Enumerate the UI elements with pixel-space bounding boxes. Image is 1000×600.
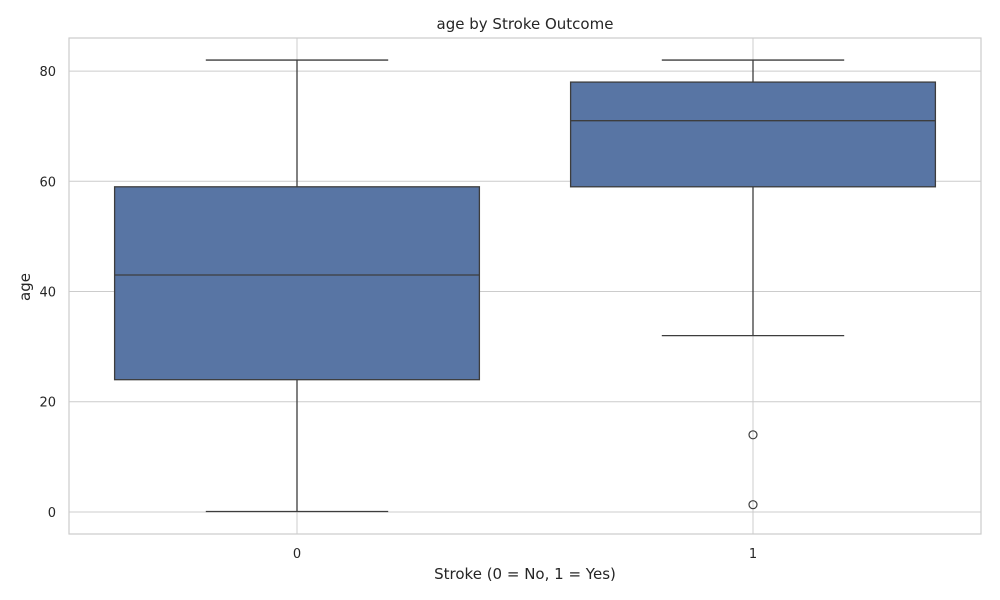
y-tick-label: 0 <box>48 506 56 521</box>
iqr-box <box>569 81 937 188</box>
y-tick-label: 80 <box>39 65 56 80</box>
plot-frame <box>68 37 982 535</box>
y-axis-label: age <box>16 273 34 301</box>
plot-area: 0 20 40 60 80 0 1 <box>39 37 982 562</box>
y-tick-label: 60 <box>39 175 56 190</box>
box-group-0 <box>113 59 481 513</box>
y-tick-label: 20 <box>39 396 56 411</box>
outlier-point <box>748 430 758 440</box>
chart-title: age by Stroke Outcome <box>437 15 614 33</box>
x-axis-label: Stroke (0 = No, 1 = Yes) <box>434 565 616 583</box>
iqr-box <box>113 186 481 381</box>
y-tick-label: 40 <box>39 286 56 301</box>
x-tick-label: 0 <box>293 547 301 562</box>
outlier-point <box>748 500 758 510</box>
x-tick-label: 1 <box>749 547 757 562</box>
box-group-1 <box>569 59 937 510</box>
